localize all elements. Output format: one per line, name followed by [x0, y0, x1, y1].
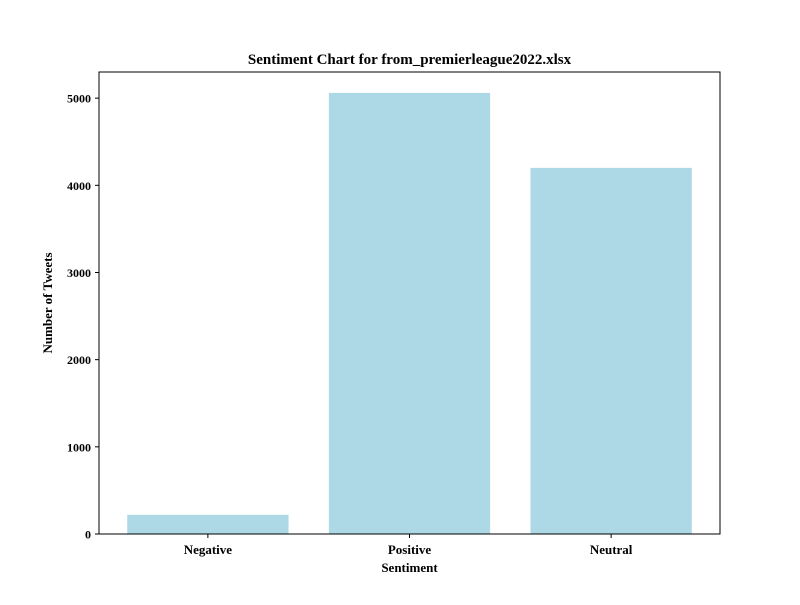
y-tick-label: 4000: [67, 179, 91, 193]
x-tick-label-negative: Negative: [184, 542, 233, 557]
bar-positive: [328, 92, 491, 535]
x-tick-label-positive: Positive: [388, 542, 432, 557]
y-axis-label: Number of Tweets: [40, 252, 55, 353]
y-tick-label: 0: [85, 528, 91, 542]
bar-negative: [127, 514, 289, 534]
y-tick-label: 5000: [67, 92, 91, 106]
y-tick-label: 3000: [67, 266, 91, 280]
bar-neutral: [530, 167, 692, 535]
y-tick-label: 2000: [67, 353, 91, 367]
y-axis: 0 1000 2000 3000 4000 5000: [67, 92, 99, 542]
y-tick-label: 1000: [67, 440, 91, 454]
x-axis: Negative Positive Neutral: [184, 534, 633, 557]
chart-title: Sentiment Chart for from_premierleague20…: [248, 52, 572, 68]
bars-group: [127, 92, 692, 535]
x-axis-label: Sentiment: [381, 560, 438, 575]
x-tick-label-neutral: Neutral: [590, 542, 633, 557]
